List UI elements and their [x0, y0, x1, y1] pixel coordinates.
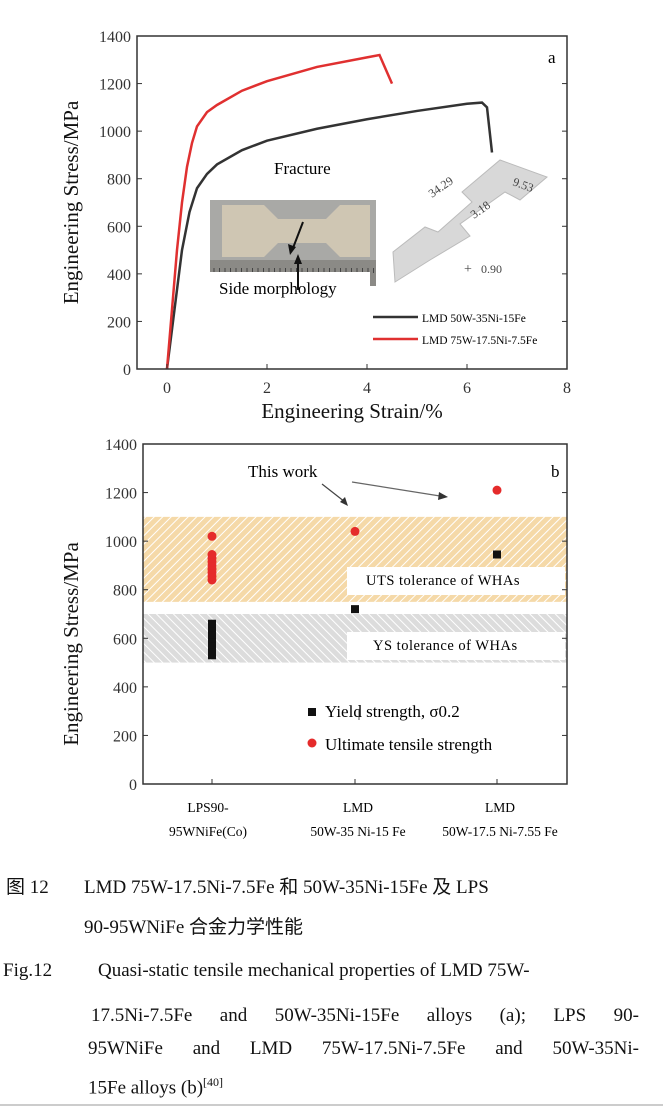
band-label-bg-0	[347, 567, 565, 595]
y-tick-label: 1400	[99, 29, 131, 46]
dim-width: 9.53	[511, 175, 536, 195]
y-tick-label: 1200	[99, 77, 131, 94]
uts-point	[350, 526, 360, 536]
ys-point	[493, 550, 501, 559]
y-tick-label: 800	[113, 583, 137, 600]
y-tick-label: 600	[113, 631, 137, 648]
legend-marker-ys	[308, 708, 316, 716]
caption-cn-line2: 90-95WNiFe 合金力学性能	[84, 917, 304, 938]
series-line-0	[165, 101, 494, 370]
arrowhead-2	[438, 492, 448, 500]
band-label-0: UTS tolerance of WHAs	[366, 573, 520, 589]
band-label-1: YS tolerance of WHAs	[373, 638, 518, 654]
caption-en-line4: 15Fe alloys (b)[40]	[88, 1075, 224, 1099]
x-tick-label: 2	[263, 380, 271, 397]
y-tick-label: 1000	[99, 124, 131, 141]
fracture-arrow	[292, 221, 304, 249]
x-axis-label: Engineering Strain/%	[261, 399, 442, 423]
y-tick-label: 1000	[105, 534, 137, 551]
y-tick-label: 400	[107, 267, 131, 284]
side-arrowhead	[294, 254, 302, 264]
legend-marker-uts	[307, 738, 317, 748]
ys-point	[208, 651, 216, 660]
series-line-1	[165, 53, 394, 370]
y-tick-label: 800	[107, 172, 131, 189]
x-category-label: LMD	[343, 800, 373, 815]
uts-point	[492, 485, 502, 495]
y-tick-label: 200	[113, 728, 137, 745]
y-axis-label: Engineering Stress/MPa	[59, 100, 83, 304]
x-tick-label: 4	[363, 380, 371, 397]
uts-point	[207, 531, 217, 541]
specimen-shape	[222, 205, 370, 257]
x-category-label: LPS90-	[187, 800, 229, 815]
band-label-bg-1	[347, 632, 565, 660]
ys-point	[208, 619, 216, 628]
y-tick-label: 0	[129, 777, 137, 794]
y-tick-label: 600	[107, 219, 131, 236]
y-tick-label: 200	[107, 314, 131, 331]
y-tick-label: 1400	[105, 437, 137, 454]
x-tick-label: 8	[563, 380, 571, 397]
caption-en-line3: 95WNiFe and LMD 75W-17.5Ni-7.5Fe and 50W…	[88, 1038, 639, 1059]
specimen-drawing	[392, 159, 548, 283]
x-category-label: 50W-35 Ni-15 Fe	[310, 824, 405, 839]
dim-thickness-mark: +	[464, 262, 472, 277]
caption-cn-line1: 图 12 LMD 75W-17.5Ni-7.5Fe 和 50W-35Ni-15Fe…	[6, 877, 489, 898]
arrowhead-1	[340, 497, 348, 506]
caption-en-line2: 17.5Ni-7.5Fe and 50W-35Ni-15Fe alloys (a…	[91, 1005, 639, 1026]
caption-en-line1: Fig.12 Quasi-static tensile mechanical pr…	[3, 960, 530, 981]
fracture-arrowhead	[288, 244, 296, 255]
divider	[0, 1104, 663, 1106]
x-category-label: 50W-17.5 Ni-7.55 Fe	[442, 824, 558, 839]
inset-specimen-photo	[210, 200, 376, 302]
chart-b-strength-comparison: UTS tolerance of WHAs YS tolerance of WHA…	[59, 437, 568, 839]
annotation-fracture: Fracture	[274, 159, 331, 178]
ys-point	[208, 640, 216, 649]
annotation-this-work: This work	[248, 462, 318, 481]
plot-frame	[136, 35, 568, 370]
legend-label-0: Yield strength, σ0.2	[325, 702, 460, 721]
ys-point	[351, 605, 359, 614]
y-tick-label: 1200	[105, 486, 137, 503]
label-bg	[210, 272, 370, 302]
arrow-2	[351, 481, 441, 497]
x-tick-label: 0	[163, 380, 171, 397]
uts-point	[207, 550, 217, 559]
panel-label: b	[551, 462, 560, 481]
y-tick-label: 0	[123, 362, 131, 379]
y-tick-label: 400	[113, 680, 137, 697]
x-category-label: LMD	[485, 800, 515, 815]
annotation-side-morphology: Side morphology	[219, 279, 337, 298]
legend-label-0: LMD 50W-35Ni-15Fe	[422, 313, 526, 325]
y-axis-label: Engineering Stress/MPa	[59, 542, 83, 746]
x-category-label: 95WNiFe(Co)	[169, 824, 247, 839]
arrow-1	[321, 483, 346, 503]
dim-thickness: 0.90	[481, 262, 502, 276]
panel-label: a	[548, 48, 556, 67]
legend-label-1: Ultimate tensile strength	[325, 735, 493, 754]
legend-label-1: LMD 75W-17.5Ni-7.5Fe	[422, 335, 537, 347]
x-tick-label: 6	[463, 380, 471, 397]
